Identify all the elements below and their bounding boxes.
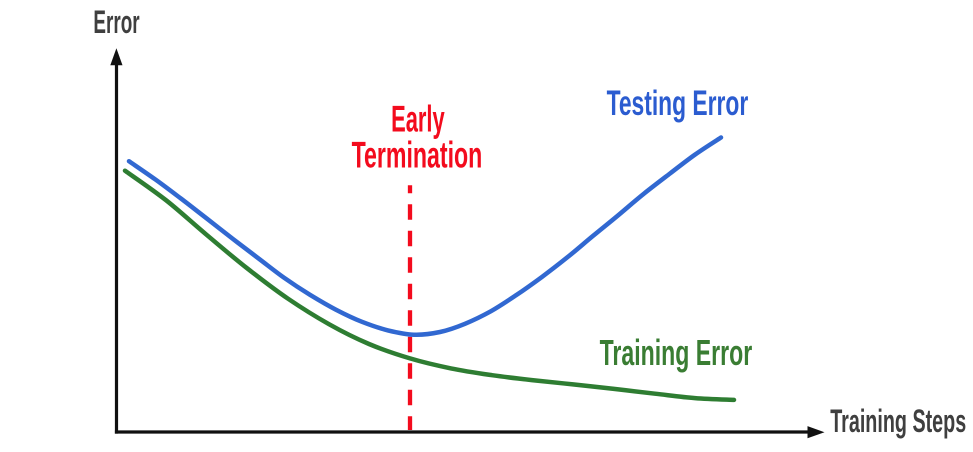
svg-text:Training Steps: Training Steps — [830, 403, 966, 439]
svg-text:Testing Error: Testing Error — [607, 83, 749, 123]
svg-text:Early: Early — [391, 99, 445, 140]
svg-text:Termination: Termination — [352, 134, 483, 175]
svg-text:Training Error: Training Error — [600, 332, 753, 373]
svg-text:Error: Error — [93, 4, 139, 40]
